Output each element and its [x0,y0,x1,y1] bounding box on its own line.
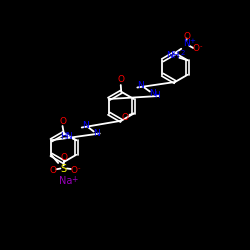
Text: HN: HN [60,132,73,141]
Text: +: + [71,174,78,184]
Text: Na: Na [59,176,72,186]
Text: NH: NH [166,51,180,60]
Text: H: H [154,92,160,100]
Text: O: O [192,44,199,53]
Text: O: O [117,76,124,84]
Text: O: O [121,113,128,122]
Text: 2: 2 [181,50,185,56]
Text: N: N [137,80,144,90]
Text: O: O [71,166,78,175]
Text: +: + [189,38,195,44]
Text: S: S [61,164,67,173]
Text: N: N [150,88,156,98]
Text: N: N [93,128,100,138]
Text: N: N [82,121,88,130]
Text: -: - [199,43,202,49]
Text: O: O [61,154,68,162]
Text: N: N [184,39,190,48]
Text: O: O [50,166,57,175]
Text: -: - [78,165,80,171]
Text: O: O [59,116,66,126]
Text: O: O [184,32,190,41]
